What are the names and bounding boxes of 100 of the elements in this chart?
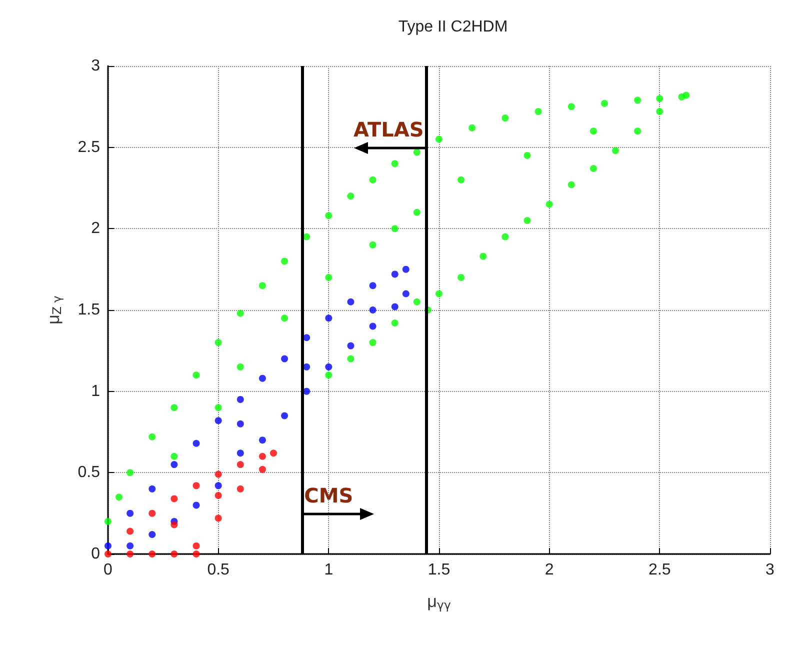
point: [656, 95, 664, 102]
point: [303, 388, 310, 395]
point: [347, 192, 354, 200]
point: [347, 298, 354, 306]
point: [126, 510, 134, 517]
point: [568, 103, 575, 110]
x-tick-label: 0: [104, 562, 113, 578]
x-tick-label: 1.5: [428, 562, 450, 578]
point: [524, 217, 531, 224]
point: [634, 96, 642, 104]
y-tick-label: 0.5: [78, 464, 100, 482]
point: [325, 274, 332, 281]
y-tick-label: 2.5: [78, 138, 100, 156]
point: [126, 542, 134, 550]
point: [116, 494, 123, 501]
point: [104, 550, 112, 558]
ref-line-label: ATLAS: [354, 117, 424, 142]
x-tick-label: 2.5: [648, 562, 671, 578]
point: [214, 470, 222, 478]
point: [682, 92, 690, 99]
point: [258, 436, 266, 444]
point: [170, 461, 178, 468]
point: [369, 241, 376, 248]
point: [236, 310, 244, 317]
point: [236, 363, 244, 370]
point: [325, 363, 332, 370]
point: [104, 542, 112, 550]
point: [258, 374, 266, 382]
point: [601, 100, 608, 107]
y-tick-label: 1: [91, 382, 100, 400]
point: [104, 518, 112, 525]
point: [170, 550, 178, 558]
point: [170, 452, 178, 460]
point: [656, 108, 664, 116]
point: [214, 492, 222, 499]
y-axis-title: μZ γ: [44, 296, 64, 324]
point: [214, 404, 222, 412]
point: [436, 290, 442, 298]
point: [126, 469, 134, 476]
y-tick-label: 1.5: [78, 302, 100, 318]
point: [281, 412, 288, 420]
point: [369, 322, 376, 330]
point: [148, 485, 156, 492]
point: [391, 320, 398, 327]
point: [391, 303, 398, 310]
point: [391, 225, 398, 232]
y-tick-label: 0: [91, 546, 100, 562]
point: [192, 440, 200, 447]
point: [236, 420, 244, 428]
point: [258, 452, 266, 460]
ref-line-label: CMS: [304, 483, 354, 508]
point: [214, 339, 222, 346]
y-tick-label: 2: [91, 220, 100, 238]
point: [270, 450, 277, 457]
point: [192, 482, 200, 490]
point: [468, 124, 476, 132]
point: [126, 550, 134, 558]
point: [590, 164, 597, 172]
point: [214, 417, 222, 424]
point: [192, 542, 200, 550]
point: [148, 530, 156, 538]
point: [170, 495, 178, 502]
point: [546, 200, 553, 208]
point: [413, 208, 420, 216]
point: [148, 510, 156, 517]
point: [258, 282, 266, 290]
point: [502, 233, 509, 240]
point: [524, 152, 531, 159]
point: [281, 355, 288, 362]
point: [192, 502, 200, 509]
point: [369, 306, 376, 314]
point: [402, 266, 410, 273]
point: [148, 433, 156, 440]
point: [236, 396, 244, 403]
point: [347, 355, 354, 362]
point: [568, 181, 575, 188]
point: [391, 160, 398, 168]
point: [236, 461, 244, 468]
point: [303, 334, 310, 342]
point: [369, 176, 376, 184]
point: [214, 514, 222, 522]
point: [148, 550, 156, 558]
point: [436, 136, 442, 143]
point: [347, 342, 354, 350]
point: [502, 114, 509, 122]
point: [281, 258, 288, 265]
point: [402, 290, 410, 298]
point: [458, 176, 465, 184]
point: [634, 128, 642, 135]
point: [236, 485, 244, 492]
point: [170, 521, 178, 528]
y-tick-label: 3: [91, 58, 100, 74]
x-tick-label: 0.5: [207, 562, 230, 578]
point: [303, 363, 310, 370]
point: [325, 314, 332, 322]
point: [258, 466, 266, 473]
point: [413, 148, 420, 156]
point: [325, 212, 332, 220]
point: [325, 372, 332, 379]
point: [480, 252, 487, 260]
